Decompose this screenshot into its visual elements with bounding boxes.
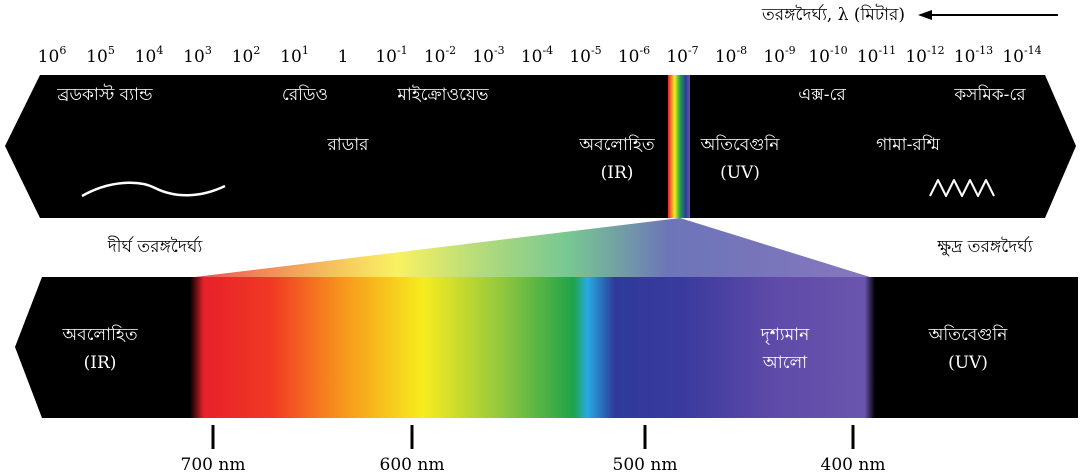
scale-label: 10-10 bbox=[808, 44, 847, 67]
band-label: কসমিক-রে bbox=[953, 84, 1026, 105]
scale-label: 10-3 bbox=[472, 44, 504, 67]
band-label: আলো bbox=[762, 353, 808, 373]
scale-exp: -7 bbox=[688, 44, 699, 57]
scale-base: 10 bbox=[472, 47, 494, 67]
scale-exp: -6 bbox=[639, 44, 650, 57]
scale-exp: -2 bbox=[445, 44, 456, 57]
scale-exp: -14 bbox=[1024, 44, 1042, 57]
scale-exp: 3 bbox=[205, 44, 212, 57]
band-label: গামা-রশ্মি bbox=[876, 134, 940, 155]
scale-exp: -12 bbox=[927, 44, 945, 57]
scale-label: 10-12 bbox=[905, 44, 944, 67]
scale-base: 10 bbox=[905, 47, 927, 67]
scale-label: 10-7 bbox=[666, 44, 698, 67]
scale-label: 10-5 bbox=[569, 44, 601, 67]
band-label: (IR) bbox=[601, 163, 634, 183]
scale-base: 10 bbox=[1002, 47, 1024, 67]
band-label: এক্স-রে bbox=[798, 85, 846, 105]
tick-label: 500 nm bbox=[613, 455, 678, 475]
side-label: ক্ষুদ্র তরঙ্গদৈর্ঘ্য bbox=[936, 236, 1033, 257]
side-label: দীর্ঘ তরঙ্গদৈর্ঘ্য bbox=[107, 236, 204, 257]
scale-exp: -5 bbox=[591, 44, 602, 57]
scale-exp: -1 bbox=[397, 44, 408, 57]
tick-label: 700 nm bbox=[181, 455, 246, 475]
scale-base: 10 bbox=[715, 47, 737, 67]
scale-label: 10-6 bbox=[618, 44, 650, 67]
band-label: (UV) bbox=[948, 353, 988, 373]
band-label: অবলোহিত bbox=[578, 134, 654, 155]
scale-exp: -11 bbox=[878, 44, 896, 57]
scale-label: 10-13 bbox=[954, 44, 993, 67]
rainbow-strip bbox=[668, 75, 690, 218]
band-label: অবলোহিত bbox=[61, 324, 137, 345]
band-label: মাইক্রোওয়েভ bbox=[396, 85, 489, 105]
scale-base: 10 bbox=[183, 47, 205, 67]
scale-label: 104 bbox=[135, 44, 164, 67]
scale-base: 10 bbox=[38, 47, 60, 67]
scale-base: 10 bbox=[424, 47, 446, 67]
scale-label: 10-1 bbox=[375, 44, 407, 67]
scale-base: 10 bbox=[375, 47, 397, 67]
scale-exp: -13 bbox=[975, 44, 993, 57]
scale-base: 10 bbox=[232, 47, 254, 67]
scale-base: 10 bbox=[86, 47, 108, 67]
scale-label: 103 bbox=[183, 44, 212, 67]
visible-spectrum bbox=[190, 277, 875, 418]
scale-base: 10 bbox=[763, 47, 785, 67]
scale-base: 10 bbox=[280, 47, 302, 67]
scale-exp: 2 bbox=[253, 44, 260, 57]
scale-base: 10 bbox=[857, 47, 879, 67]
band-label: রাডার bbox=[326, 135, 369, 155]
scale-label: 10-2 bbox=[424, 44, 456, 67]
fan bbox=[195, 218, 870, 277]
scale-label: 1 bbox=[338, 47, 349, 67]
band-label: অতিবেগুনি bbox=[928, 324, 1009, 345]
band-label: দৃশ্যমান bbox=[760, 325, 810, 345]
scale-exp: 5 bbox=[108, 44, 115, 57]
tick-label: 600 nm bbox=[380, 455, 445, 475]
scale-exp: -3 bbox=[494, 44, 505, 57]
axis-label: তরঙ্গদৈর্ঘ্য, λ (মিটার) bbox=[761, 4, 905, 25]
scale-label: 106 bbox=[38, 44, 67, 67]
scale-exp: 6 bbox=[59, 44, 66, 57]
scale-base: 10 bbox=[808, 47, 830, 67]
scale-label: 10-14 bbox=[1002, 44, 1041, 67]
scale-label: 102 bbox=[232, 44, 261, 67]
scale-label: 10-11 bbox=[857, 44, 896, 67]
scale-exp: 1 bbox=[302, 44, 309, 57]
scale-base: 10 bbox=[135, 47, 157, 67]
band-label: (UV) bbox=[720, 163, 760, 183]
scale-exp: -8 bbox=[736, 44, 747, 57]
scale-label: 10-4 bbox=[521, 44, 553, 67]
arrow-head bbox=[918, 10, 932, 20]
scale-base: 1 bbox=[338, 47, 349, 67]
band-label: রেডিও bbox=[282, 84, 328, 105]
scale-exp: -4 bbox=[542, 44, 553, 57]
band-label: ব্রডকাস্ট ব্যান্ড bbox=[56, 84, 153, 105]
scale-label: 105 bbox=[86, 44, 115, 67]
band-label: অতিবেগুনি bbox=[700, 134, 781, 155]
scale-base: 10 bbox=[666, 47, 688, 67]
band-label: (IR) bbox=[84, 353, 117, 373]
scale-base: 10 bbox=[521, 47, 543, 67]
scale-base: 10 bbox=[569, 47, 591, 67]
scale-exp: 4 bbox=[156, 44, 163, 57]
scale-label: 10-8 bbox=[715, 44, 747, 67]
tick-label: 400 nm bbox=[821, 455, 886, 475]
spectrum-diagram: তরঙ্গদৈর্ঘ্য, λ (মিটার) 1061051041031021… bbox=[0, 0, 1081, 476]
scale-exp: -9 bbox=[785, 44, 796, 57]
scale-exp: -10 bbox=[830, 44, 848, 57]
scale-label: 10-9 bbox=[763, 44, 795, 67]
scale-base: 10 bbox=[618, 47, 640, 67]
scale-label: 101 bbox=[280, 44, 309, 67]
scale-base: 10 bbox=[954, 47, 976, 67]
